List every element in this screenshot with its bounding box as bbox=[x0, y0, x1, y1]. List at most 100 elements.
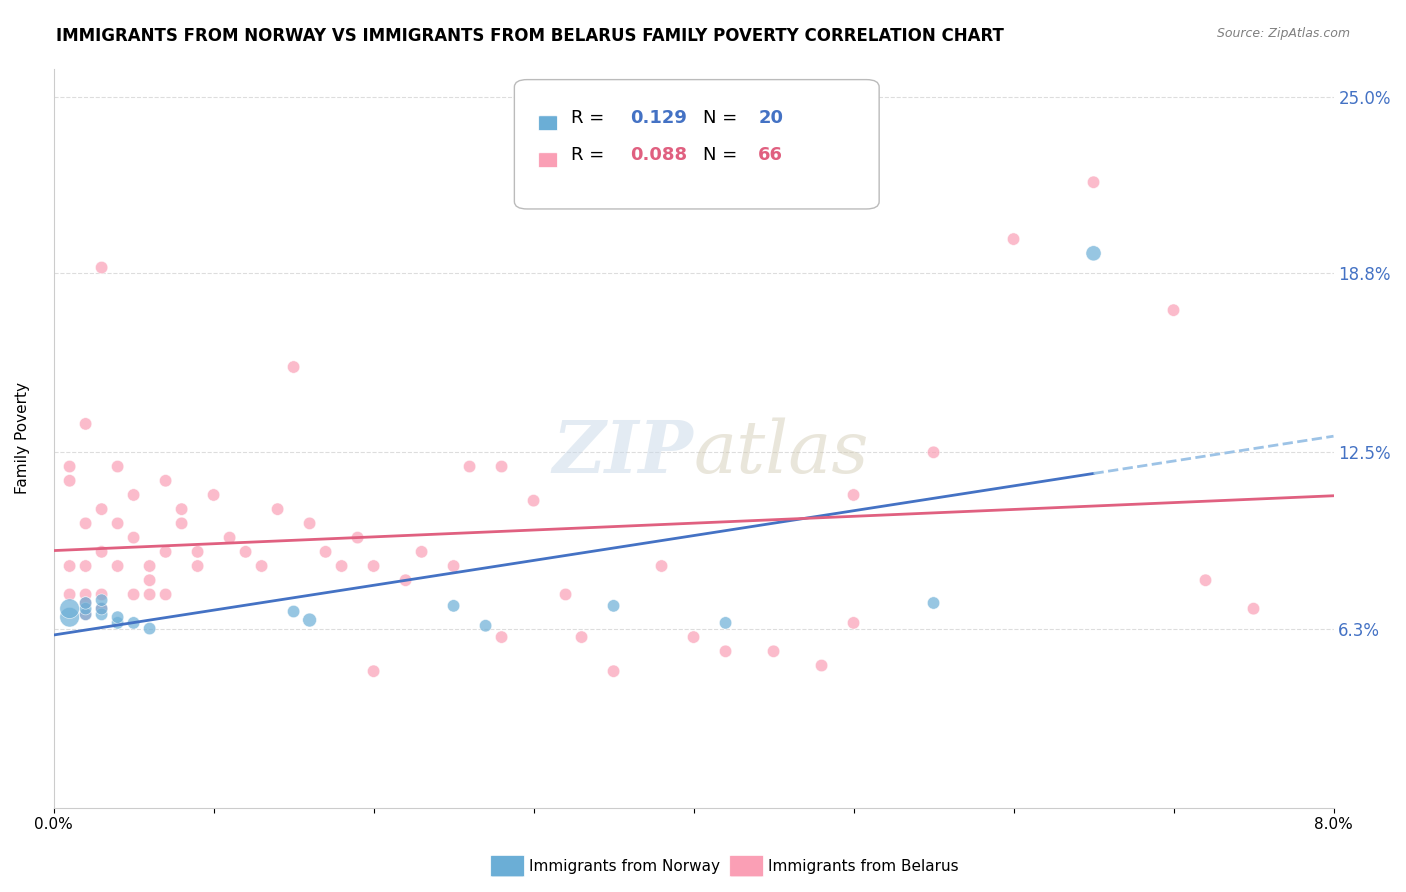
Text: 0.129: 0.129 bbox=[630, 109, 688, 127]
Point bbox=[1002, 232, 1025, 246]
Point bbox=[651, 559, 673, 574]
Point bbox=[75, 417, 97, 431]
Point bbox=[90, 587, 112, 601]
Point bbox=[1194, 573, 1216, 587]
Point bbox=[90, 607, 112, 622]
Point bbox=[218, 531, 240, 545]
Point bbox=[138, 622, 160, 636]
Point bbox=[491, 459, 513, 474]
Point bbox=[491, 630, 513, 644]
Text: ZIP: ZIP bbox=[553, 417, 693, 489]
Text: N =: N = bbox=[703, 146, 744, 164]
Point bbox=[138, 587, 160, 601]
Point bbox=[458, 459, 481, 474]
Point bbox=[138, 559, 160, 574]
Text: Immigrants from Belarus: Immigrants from Belarus bbox=[768, 859, 959, 873]
Point bbox=[170, 502, 193, 516]
Point bbox=[75, 559, 97, 574]
Point bbox=[75, 587, 97, 601]
Y-axis label: Family Poverty: Family Poverty bbox=[15, 382, 30, 494]
Point bbox=[522, 493, 544, 508]
Point bbox=[138, 573, 160, 587]
Point bbox=[842, 488, 865, 502]
Point bbox=[155, 545, 177, 559]
Point bbox=[714, 644, 737, 658]
Point bbox=[810, 658, 832, 673]
Point bbox=[122, 531, 145, 545]
Point bbox=[59, 459, 82, 474]
Point bbox=[363, 559, 385, 574]
Point bbox=[554, 587, 576, 601]
Point bbox=[107, 516, 129, 531]
Text: R =: R = bbox=[571, 146, 610, 164]
Point bbox=[107, 615, 129, 630]
Text: 20: 20 bbox=[758, 109, 783, 127]
Point bbox=[59, 610, 82, 624]
Point bbox=[298, 516, 321, 531]
Text: N =: N = bbox=[703, 109, 744, 127]
Point bbox=[443, 599, 465, 613]
FancyBboxPatch shape bbox=[538, 116, 557, 130]
Point bbox=[1083, 175, 1105, 189]
Point bbox=[122, 488, 145, 502]
Point bbox=[346, 531, 368, 545]
Point bbox=[250, 559, 273, 574]
Point bbox=[283, 605, 305, 619]
Point bbox=[602, 664, 624, 678]
Point bbox=[90, 260, 112, 275]
Point bbox=[59, 601, 82, 615]
Point bbox=[363, 664, 385, 678]
Point bbox=[283, 359, 305, 374]
Point bbox=[59, 474, 82, 488]
Point bbox=[298, 613, 321, 627]
Point bbox=[90, 545, 112, 559]
Point bbox=[330, 559, 353, 574]
Text: R =: R = bbox=[571, 109, 610, 127]
Text: Immigrants from Norway: Immigrants from Norway bbox=[529, 859, 720, 873]
Point bbox=[762, 644, 785, 658]
Point bbox=[59, 559, 82, 574]
Text: atlas: atlas bbox=[693, 417, 869, 488]
Point bbox=[187, 545, 209, 559]
Point bbox=[443, 559, 465, 574]
Point bbox=[682, 630, 704, 644]
Point bbox=[107, 610, 129, 624]
Point bbox=[75, 596, 97, 610]
Point bbox=[75, 607, 97, 622]
Point bbox=[202, 488, 225, 502]
Point bbox=[1243, 601, 1265, 615]
Point bbox=[411, 545, 433, 559]
FancyBboxPatch shape bbox=[515, 79, 879, 209]
Point bbox=[266, 502, 288, 516]
Text: 0.088: 0.088 bbox=[630, 146, 688, 164]
Point bbox=[75, 596, 97, 610]
Point bbox=[90, 502, 112, 516]
Point bbox=[90, 593, 112, 607]
Point bbox=[59, 587, 82, 601]
Point bbox=[474, 618, 496, 632]
Text: Source: ZipAtlas.com: Source: ZipAtlas.com bbox=[1216, 27, 1350, 40]
FancyBboxPatch shape bbox=[538, 153, 557, 168]
Point bbox=[107, 559, 129, 574]
Point bbox=[394, 573, 416, 587]
Point bbox=[75, 607, 97, 622]
Point bbox=[922, 445, 945, 459]
Point bbox=[714, 615, 737, 630]
Point bbox=[75, 601, 97, 615]
Text: 66: 66 bbox=[758, 146, 783, 164]
Point bbox=[842, 615, 865, 630]
Point bbox=[1083, 246, 1105, 260]
Text: IMMIGRANTS FROM NORWAY VS IMMIGRANTS FROM BELARUS FAMILY POVERTY CORRELATION CHA: IMMIGRANTS FROM NORWAY VS IMMIGRANTS FRO… bbox=[56, 27, 1004, 45]
Point bbox=[155, 474, 177, 488]
Point bbox=[235, 545, 257, 559]
Point bbox=[90, 601, 112, 615]
Point bbox=[75, 516, 97, 531]
Point bbox=[571, 630, 593, 644]
Point bbox=[155, 587, 177, 601]
Point bbox=[122, 587, 145, 601]
Point bbox=[315, 545, 337, 559]
Point bbox=[187, 559, 209, 574]
Point bbox=[122, 615, 145, 630]
Point bbox=[1163, 303, 1185, 318]
Point bbox=[922, 596, 945, 610]
